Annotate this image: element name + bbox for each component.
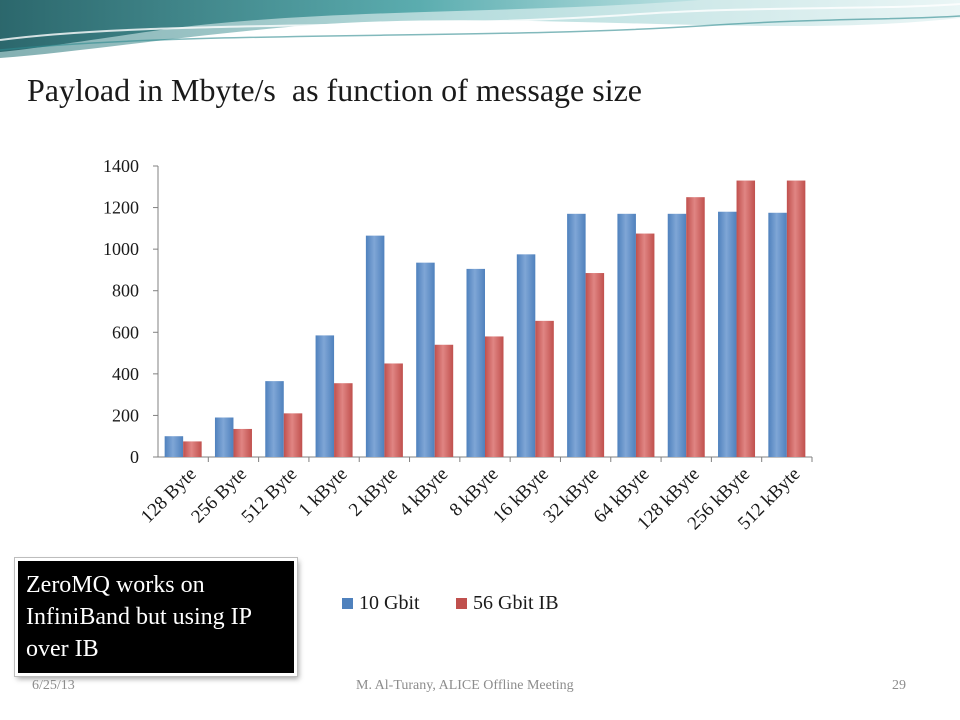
x-tick-label: 256 Byte (187, 464, 251, 528)
bar-56gbit-ib (635, 233, 655, 457)
bar-10gbit (416, 262, 435, 457)
x-tick-label: 1 kByte (295, 464, 352, 521)
bar-10gbit (365, 235, 385, 457)
header-banner (0, 0, 960, 70)
bar-56gbit-ib (434, 344, 454, 457)
y-tick-label: 400 (112, 364, 139, 384)
y-tick-label: 600 (112, 322, 139, 342)
y-tick-label: 1000 (103, 239, 139, 259)
bar-56gbit-ib (233, 428, 252, 457)
page-number: 29 (892, 678, 906, 693)
footer-text: M. Al-Turany, ALICE Offline Meeting (356, 678, 574, 693)
legend-swatch-56gbit-ib (456, 598, 467, 609)
bar-10gbit (315, 335, 335, 457)
x-tick-label: 2 kByte (345, 464, 402, 521)
callout-text: ZeroMQ works on InfiniBand but using IP … (26, 572, 252, 662)
bar-10gbit (617, 213, 636, 457)
bar-56gbit-ib (334, 383, 353, 457)
bar-10gbit (516, 254, 536, 457)
bar-56gbit-ib (384, 363, 403, 457)
bar-56gbit-ib (786, 180, 806, 458)
x-tick-label: 16 kByte (489, 464, 553, 528)
bar-56gbit-ib (283, 413, 303, 457)
bar-56gbit-ib (485, 336, 504, 457)
bars (164, 180, 806, 458)
bar-56gbit-ib (686, 197, 705, 457)
y-tick-label: 0 (130, 447, 139, 467)
legend-label-56gbit-ib: 56 Gbit IB (473, 592, 559, 614)
x-tick-label: 32 kByte (539, 464, 603, 528)
x-tick-label: 512 Byte (238, 464, 302, 528)
bar-10gbit (164, 436, 184, 457)
slide-title: Payload in Mbyte/s as function of messag… (27, 72, 642, 108)
bar-10gbit (567, 213, 586, 457)
bar-10gbit (667, 213, 687, 457)
y-tick-label: 1200 (103, 198, 139, 218)
bar-10gbit (768, 212, 787, 457)
y-axis: 0 200 400 600 800 1000 1200 1400 (103, 156, 812, 467)
y-tick-label: 800 (112, 281, 139, 301)
bar-10gbit (466, 268, 485, 457)
bar-10gbit (718, 211, 737, 457)
bar-56gbit-ib (535, 320, 554, 457)
y-tick-label: 1400 (103, 156, 139, 176)
bar-10gbit (214, 417, 234, 457)
x-tick-label: 4 kByte (395, 464, 452, 521)
legend-label-10gbit: 10 Gbit (359, 592, 420, 614)
bar-56gbit-ib (183, 441, 202, 457)
legend-swatch-10gbit (342, 598, 353, 609)
y-tick-label: 200 (112, 405, 139, 425)
bar-56gbit-ib (585, 273, 605, 457)
bar-56gbit-ib (736, 180, 756, 458)
callout-box: ZeroMQ works on InfiniBand but using IP … (15, 558, 297, 676)
legend: 10 Gbit 56 Gbit IB (342, 592, 559, 614)
bar-10gbit (265, 381, 284, 457)
x-tick-label: 128 Byte (137, 464, 201, 528)
footer-date: 6/25/13 (32, 678, 75, 693)
